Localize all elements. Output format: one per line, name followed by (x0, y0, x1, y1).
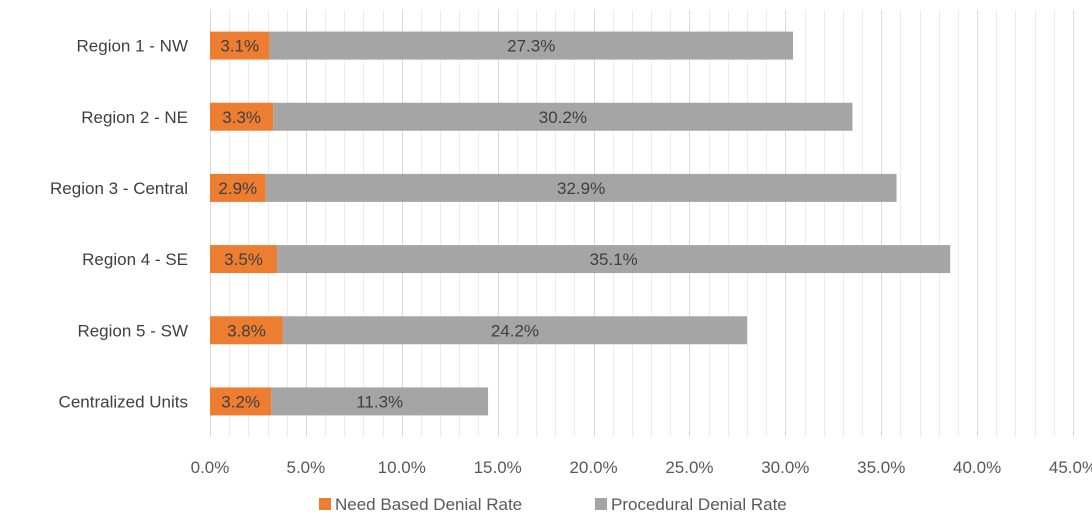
category-label: Region 5 - SW (77, 321, 188, 340)
x-tick-label: 25.0% (665, 458, 713, 477)
legend-label: Need Based Denial Rate (335, 495, 522, 514)
legend-label: Procedural Denial Rate (611, 495, 787, 514)
bar-procedural-4 (282, 316, 747, 345)
data-label: 3.1% (220, 37, 259, 56)
data-label: 3.3% (222, 108, 261, 127)
bar-need-based-5 (210, 387, 272, 416)
legend: Need Based Denial Rate Procedural Denial … (319, 495, 787, 514)
bar-need-based-0 (210, 31, 270, 60)
bar-procedural-5 (271, 387, 489, 416)
bar-need-based-1 (210, 102, 274, 131)
category-label: Region 4 - SE (82, 250, 188, 269)
legend-swatch (595, 498, 607, 510)
category-label: Region 3 - Central (50, 179, 188, 198)
data-label: 2.9% (218, 179, 257, 198)
legend-swatch (319, 498, 331, 510)
category-label: Region 2 - NE (81, 108, 188, 127)
x-tick-label: 35.0% (857, 458, 905, 477)
data-label: 30.2% (539, 108, 587, 127)
category-label: Centralized Units (59, 392, 188, 411)
x-tick-label: 0.0% (191, 458, 230, 477)
gridlines (210, 10, 1074, 437)
bar-need-based-4 (210, 316, 283, 345)
x-tick-label: 30.0% (761, 458, 809, 477)
data-label: 3.5% (224, 250, 263, 269)
x-tick-label: 20.0% (569, 458, 617, 477)
bar-procedural-3 (277, 245, 951, 274)
x-tick-label: 10.0% (378, 458, 426, 477)
bar-procedural-1 (273, 102, 853, 131)
data-label: 3.8% (227, 321, 266, 340)
x-tick-label: 40.0% (953, 458, 1001, 477)
bar-need-based-2 (210, 173, 266, 202)
data-label: 3.2% (221, 392, 260, 411)
x-tick-label: 5.0% (287, 458, 326, 477)
x-tick-label: 15.0% (474, 458, 522, 477)
data-label: 35.1% (590, 250, 638, 269)
x-tick-label: 45.0% (1049, 458, 1092, 477)
category-label: Region 1 - NW (77, 37, 188, 56)
data-label: 32.9% (557, 179, 605, 198)
data-label: 11.3% (356, 392, 403, 411)
bar-procedural-2 (265, 173, 897, 202)
bar-need-based-3 (210, 245, 278, 274)
bars: 3.1% 27.3% 3.3% 30.2% 2.9% 32.9% 3.5% 35.1% 3.8%… (210, 31, 951, 416)
category-labels: Region 1 - NW Region 2 - NE Region 3 - Cen… (50, 37, 188, 412)
data-label: 27.3% (507, 37, 555, 56)
data-label: 24.2% (491, 321, 539, 340)
bar-procedural-0 (269, 31, 794, 60)
x-tick-labels: 0.0% 5.0% 10.0% 15.0% 20.0% 25.0% 30.0% 35.0% 40… (191, 458, 1092, 477)
